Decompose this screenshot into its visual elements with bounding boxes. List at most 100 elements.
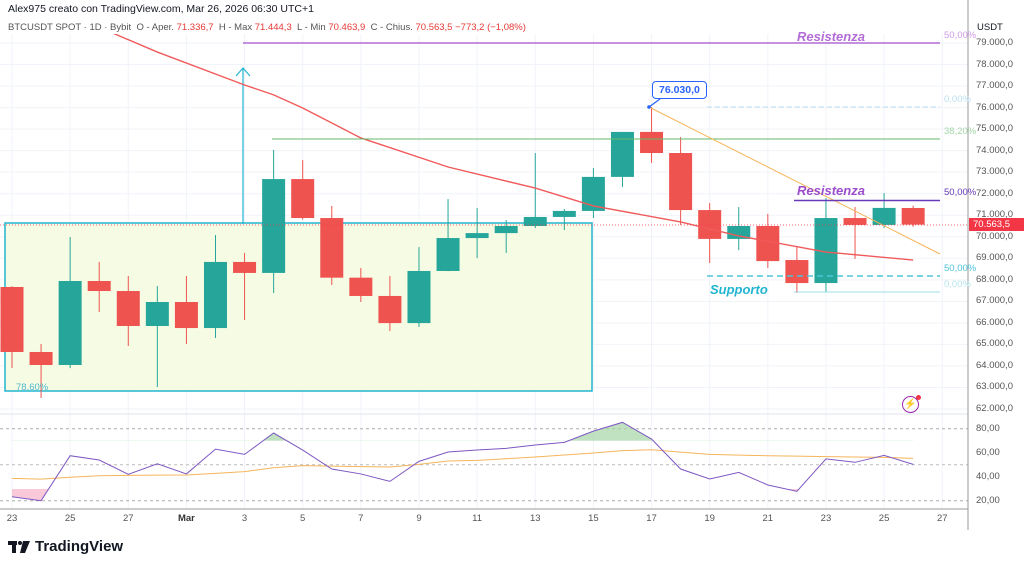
candle-body <box>58 281 82 365</box>
price-tick-label: 77.000,0 <box>976 80 1013 92</box>
price-tick-label: 69.000,0 <box>976 252 1013 264</box>
candle-body <box>843 218 867 225</box>
candle[interactable] <box>407 247 431 327</box>
time-tick-label: 21 <box>762 513 774 524</box>
candle-body <box>901 207 925 225</box>
candle[interactable] <box>203 235 227 338</box>
time-tick-label: 3 <box>241 513 248 524</box>
tradingview-logo[interactable]: TradingView <box>8 538 123 555</box>
price-tick-label: 68.000,0 <box>976 273 1013 285</box>
time-tick-label: Mar <box>177 513 195 524</box>
candle[interactable] <box>0 286 24 368</box>
low-label: L - Min <box>297 22 326 33</box>
candle-body <box>785 260 809 284</box>
candle-body <box>349 277 373 296</box>
breakout-arrow-head <box>235 67 251 77</box>
high-label: H - Max <box>218 22 253 33</box>
candle-body <box>291 179 315 219</box>
candle-body <box>320 218 344 278</box>
candle[interactable] <box>494 219 518 253</box>
candle-body <box>552 210 576 217</box>
candle-body <box>581 176 605 211</box>
price-tick-label: 72.000,0 <box>976 187 1013 199</box>
rsi-overbought-fill <box>12 422 914 441</box>
candle[interactable] <box>145 286 169 388</box>
rsi-tick-label: 40,00 <box>976 470 1000 482</box>
open-label: O - Aper. <box>136 22 174 33</box>
candle[interactable] <box>581 168 605 219</box>
resistance-top-label[interactable]: Resistenza <box>797 29 865 44</box>
candle-body <box>407 270 431 324</box>
candle[interactable] <box>174 275 198 344</box>
candle-body <box>0 286 24 352</box>
time-tick-label: 19 <box>704 513 715 524</box>
candle[interactable] <box>872 193 896 228</box>
price-tick-label: 67.000,0 <box>976 295 1013 307</box>
candle[interactable] <box>610 131 634 188</box>
time-tick-label: 27 <box>122 513 134 524</box>
price-tick-label: 74.000,0 <box>976 144 1013 156</box>
rsi-oversold-fill <box>12 489 799 501</box>
resistance-pct: 50,00% <box>944 187 977 198</box>
candle[interactable] <box>116 275 140 346</box>
candle[interactable] <box>378 275 402 332</box>
candle[interactable] <box>465 207 489 259</box>
low-value: 70.463,9 <box>328 22 366 33</box>
candle-body <box>610 131 634 177</box>
time-tick-label: 13 <box>529 513 541 524</box>
high-value: 71.444,3 <box>254 22 292 33</box>
candle[interactable] <box>901 205 925 227</box>
rsi-tick-label: 20,00 <box>976 494 1000 506</box>
resistance-label[interactable]: Resistenza <box>797 183 865 198</box>
candle-body <box>203 261 227 329</box>
candle[interactable] <box>640 106 664 163</box>
candle[interactable] <box>320 205 344 285</box>
candle-body <box>523 216 547 226</box>
support-label[interactable]: Supporto <box>710 282 768 297</box>
time-tick-label: 23 <box>6 513 18 524</box>
support-low-pct: 0,00% <box>944 279 971 290</box>
brand-name: TradingView <box>35 538 124 555</box>
price-tick-label: 63.000,0 <box>976 381 1013 393</box>
candle-body <box>116 291 140 326</box>
price-tick-label: 78.000,0 <box>976 58 1013 70</box>
rsi-ma-line[interactable] <box>11 449 914 480</box>
close-value: 70.563,5 <box>415 22 453 33</box>
candle-body <box>145 301 169 326</box>
peak-callout[interactable]: 76.030,0 <box>652 81 707 99</box>
time-tick-label: 15 <box>588 513 599 524</box>
candle[interactable] <box>727 207 751 251</box>
ohlc-legend: BTCUSDT SPOT · 1D · Bybit O - Aper. 71.3… <box>8 22 526 33</box>
peak-pct: 0,00% <box>944 94 971 105</box>
tradingview-logo-icon <box>8 540 30 553</box>
close-label: C - Chius. <box>370 22 413 33</box>
candle[interactable] <box>698 202 722 264</box>
fib-382-pct: 38,20% <box>944 126 977 137</box>
range-box[interactable] <box>4 222 593 392</box>
candle[interactable] <box>58 236 82 369</box>
price-tick-label: 64.000,0 <box>976 359 1013 371</box>
candle[interactable] <box>785 246 809 293</box>
symbol-info[interactable]: BTCUSDT SPOT · 1D · Bybit <box>8 22 132 33</box>
candle[interactable] <box>814 198 838 293</box>
candle[interactable] <box>29 343 53 399</box>
candle[interactable] <box>843 207 867 259</box>
rsi-line[interactable] <box>11 421 914 502</box>
trend-line[interactable] <box>648 106 941 255</box>
candle-body <box>174 301 198 329</box>
moving-average-line[interactable] <box>70 15 914 261</box>
candle[interactable] <box>262 149 286 293</box>
candle[interactable] <box>349 267 373 302</box>
candle[interactable] <box>552 208 576 231</box>
candle[interactable] <box>87 261 111 312</box>
lightning-icon[interactable]: ⚡ <box>902 395 921 413</box>
candle-body <box>233 261 257 273</box>
candle-body <box>29 351 53 365</box>
candle[interactable] <box>233 252 257 321</box>
candle[interactable] <box>291 160 315 220</box>
candle[interactable] <box>669 137 693 225</box>
candle[interactable] <box>436 199 460 272</box>
box-pct: 78,60% <box>16 382 49 393</box>
candle[interactable] <box>523 153 547 229</box>
